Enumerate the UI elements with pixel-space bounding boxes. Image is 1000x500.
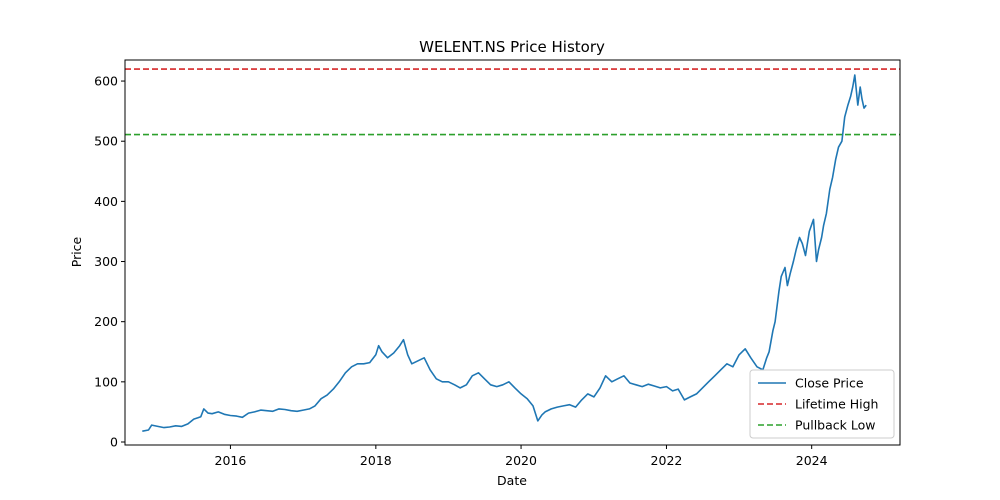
chart-title: WELENT.NS Price History	[419, 38, 605, 56]
legend-label: Close Price	[795, 376, 864, 391]
x-tick-label: 2016	[215, 453, 247, 468]
y-tick-label: 500	[94, 134, 118, 149]
y-tick-label: 400	[94, 194, 118, 209]
y-tick-label: 200	[94, 314, 118, 329]
x-tick-label: 2022	[651, 453, 683, 468]
x-tick-label: 2020	[505, 453, 537, 468]
y-tick-label: 600	[94, 74, 118, 89]
legend-label: Lifetime High	[795, 397, 878, 412]
x-tick-label: 2018	[360, 453, 392, 468]
y-tick-label: 100	[94, 374, 118, 389]
legend: Close Price Lifetime High Pullback Low	[749, 369, 895, 439]
close-price-line	[142, 74, 867, 432]
legend-box	[749, 369, 895, 439]
x-tick-label: 2024	[796, 453, 828, 468]
y-axis-label: Price	[69, 236, 84, 267]
legend-label: Pullback Low	[795, 418, 875, 433]
plot-frame	[124, 59, 901, 446]
y-tick-label: 300	[94, 254, 118, 269]
y-tick-label: 0	[110, 434, 118, 449]
x-axis-label: Date	[497, 473, 527, 488]
